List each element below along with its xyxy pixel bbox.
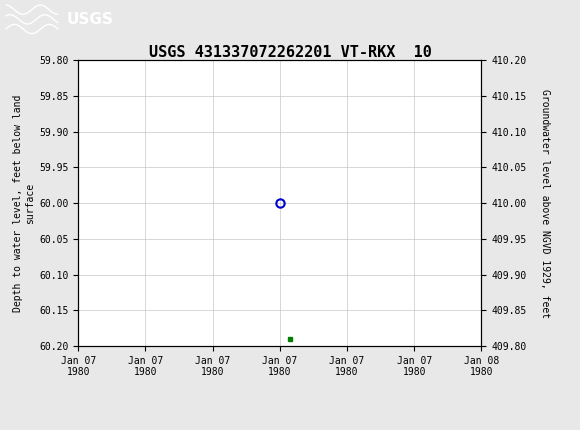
Text: USGS 431337072262201 VT-RKX  10: USGS 431337072262201 VT-RKX 10 [148,45,432,60]
Text: USGS: USGS [67,12,114,27]
Y-axis label: Depth to water level, feet below land
surface: Depth to water level, feet below land su… [13,95,35,312]
Y-axis label: Groundwater level above NGVD 1929, feet: Groundwater level above NGVD 1929, feet [540,89,550,318]
